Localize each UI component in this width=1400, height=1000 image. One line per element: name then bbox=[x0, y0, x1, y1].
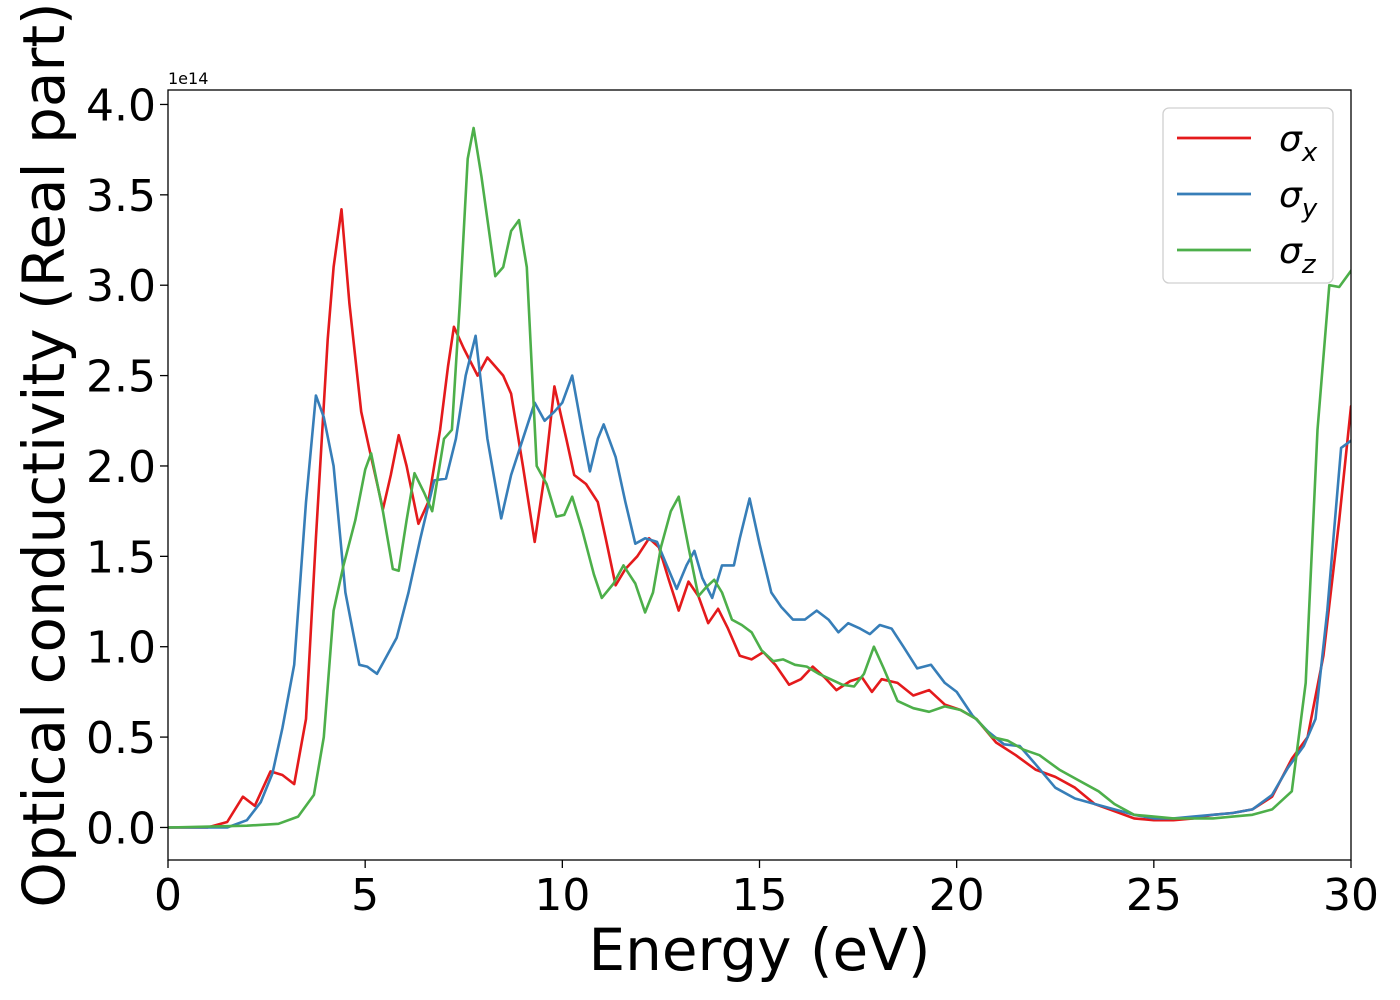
y-tick-label: 2.5 bbox=[86, 352, 156, 403]
x-tick-label: 15 bbox=[732, 870, 788, 921]
x-axis-label: Energy (eV) bbox=[588, 916, 930, 984]
x-tick-label: 5 bbox=[351, 870, 379, 921]
legend-label-y: σy bbox=[1279, 175, 1318, 224]
legend-subscript: z bbox=[1301, 250, 1317, 280]
series-line-z bbox=[168, 126, 1351, 829]
x-tick-label: 0 bbox=[154, 870, 182, 921]
x-tick-label: 20 bbox=[929, 870, 985, 921]
legend-subscript: x bbox=[1301, 138, 1318, 168]
legend-symbol: σ bbox=[1279, 175, 1303, 216]
y-axis-offset-label: 1e14 bbox=[168, 69, 208, 88]
y-tick-label: 0.5 bbox=[86, 713, 156, 764]
series-line-y bbox=[168, 334, 1351, 829]
y-tick-label: 1.0 bbox=[86, 623, 156, 674]
x-tick-label: 25 bbox=[1126, 870, 1182, 921]
series-lines bbox=[168, 126, 1351, 829]
legend-label-z: σz bbox=[1279, 231, 1317, 280]
y-tick-label: 2.0 bbox=[86, 442, 156, 493]
series-line-x bbox=[168, 208, 1351, 829]
y-axis-ticks: 0.0 0.5 1.0 1.5 2.0 2.5 3.0 3.5 4.0 bbox=[86, 80, 168, 854]
legend-box bbox=[1162, 107, 1334, 284]
y-tick-label: 1.5 bbox=[86, 532, 156, 583]
x-tick-label: 30 bbox=[1323, 870, 1379, 921]
legend-symbol: σ bbox=[1279, 119, 1303, 160]
x-tick-label: 10 bbox=[534, 870, 590, 921]
y-axis-label: Optical conductivity (Real part) bbox=[10, 2, 78, 907]
x-axis-ticks: 0 5 10 15 20 25 30 bbox=[154, 860, 1379, 921]
y-tick-label: 3.0 bbox=[86, 261, 156, 312]
legend-symbol: σ bbox=[1279, 231, 1303, 272]
legend-subscript: y bbox=[1301, 194, 1318, 224]
y-tick-label: 0.0 bbox=[86, 803, 156, 854]
y-tick-label: 3.5 bbox=[86, 171, 156, 222]
y-tick-label: 4.0 bbox=[86, 80, 156, 131]
legend-label-x: σx bbox=[1279, 119, 1318, 168]
